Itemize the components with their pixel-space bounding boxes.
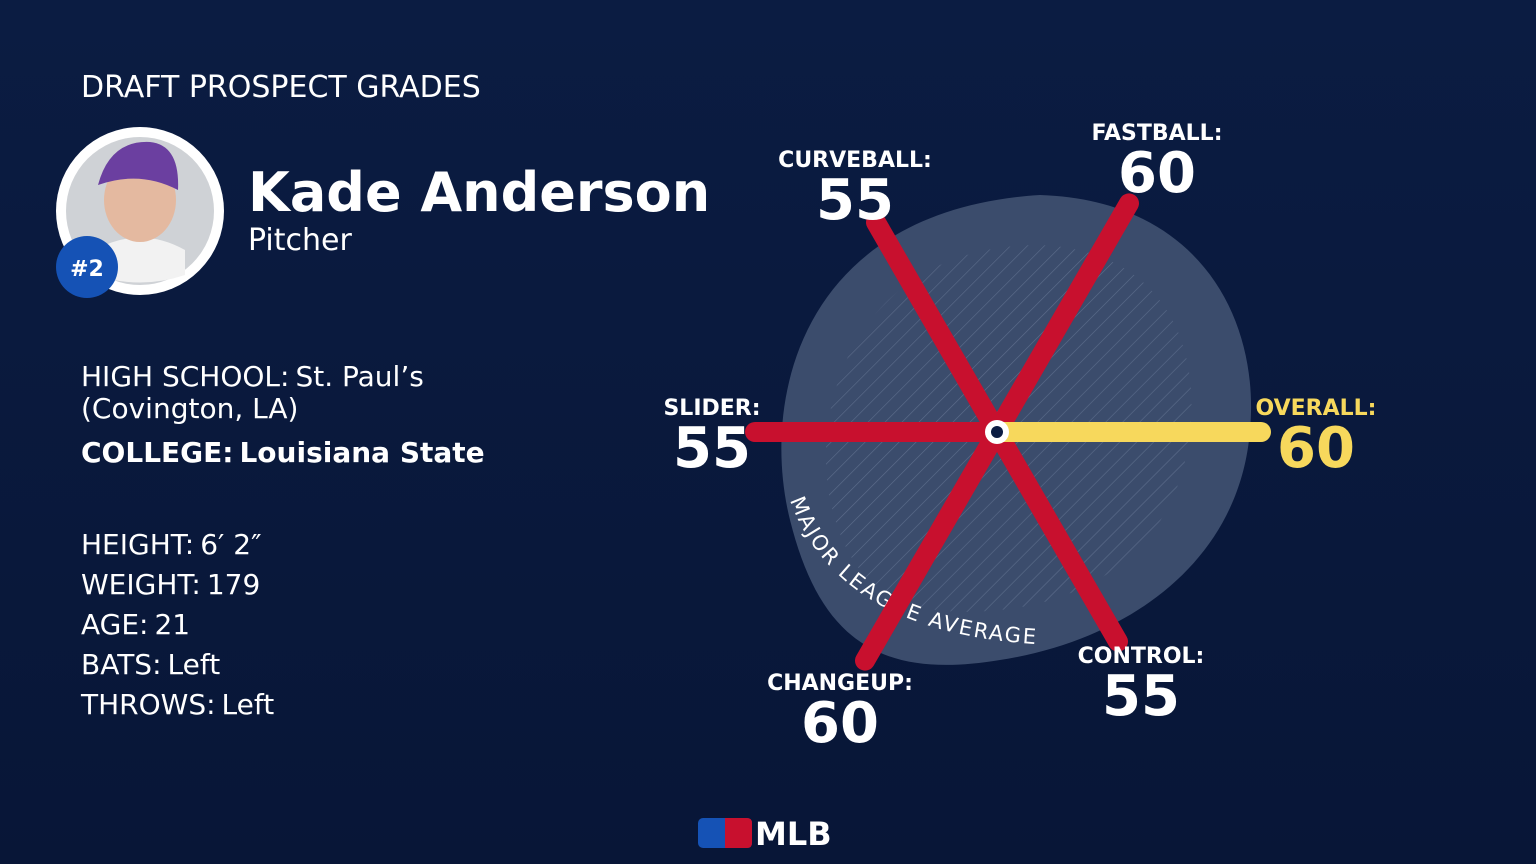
grade-label: SLIDER: bbox=[663, 396, 760, 421]
info-line: THROWS: Left bbox=[80, 688, 274, 721]
info-label: BATS: bbox=[81, 648, 162, 681]
spokes bbox=[745, 193, 1271, 671]
rank-badge bbox=[56, 236, 118, 298]
avatar-cap bbox=[98, 141, 179, 190]
hub-center bbox=[991, 426, 1003, 438]
grade-value: 60 bbox=[1118, 141, 1196, 206]
grade-label: CONTROL: bbox=[1078, 644, 1205, 669]
rank: #2 bbox=[70, 257, 104, 282]
info-label: WEIGHT: bbox=[81, 568, 201, 601]
logo-text: MLB bbox=[755, 815, 832, 853]
info-value-cont: (Covington, LA) bbox=[81, 392, 298, 425]
info-label: AGE: bbox=[81, 608, 148, 641]
grade-value: 55 bbox=[1102, 664, 1180, 729]
grade-value: 55 bbox=[673, 416, 751, 481]
info-line: WEIGHT: 179 bbox=[81, 568, 260, 601]
info-value: Left bbox=[222, 688, 275, 721]
info-label: THROWS: bbox=[80, 688, 216, 721]
player-position: Pitcher bbox=[248, 223, 352, 258]
info-line: HIGH SCHOOL: St. Paul’s bbox=[81, 360, 424, 393]
grade-label: OVERALL: bbox=[1256, 396, 1377, 421]
info: HIGH SCHOOL: St. Paul’s(Covington, LA) COL… bbox=[80, 360, 485, 721]
info-line: COLLEGE: Louisiana State bbox=[81, 436, 485, 469]
grade-label: CURVEBALL: bbox=[778, 148, 932, 173]
grade-spoke bbox=[987, 193, 1139, 442]
grade-spoke bbox=[855, 422, 1007, 671]
grade-value: 60 bbox=[801, 691, 879, 756]
grade-value: 55 bbox=[816, 168, 894, 233]
info-value: St. Paul’s bbox=[295, 360, 423, 393]
info-label: HEIGHT: bbox=[81, 528, 194, 561]
page-title: DRAFT PROSPECT GRADES bbox=[81, 70, 481, 105]
info-value: 6′ 2″ bbox=[200, 528, 261, 561]
info-label: COLLEGE: bbox=[81, 436, 233, 469]
info-line: BATS: Left bbox=[81, 648, 220, 681]
info-value: 21 bbox=[154, 608, 190, 641]
grade-spoke bbox=[987, 422, 1128, 652]
player-name: Kade Anderson bbox=[248, 161, 710, 224]
info-label: HIGH SCHOOL: bbox=[81, 360, 289, 393]
info-value: Louisiana State bbox=[239, 436, 484, 469]
grade-label: CHANGEUP: bbox=[767, 671, 913, 696]
info-value: Left bbox=[168, 648, 221, 681]
grade-value: 60 bbox=[1277, 416, 1355, 481]
info-value: 179 bbox=[207, 568, 260, 601]
info-line: AGE: 21 bbox=[81, 608, 190, 641]
grade-spoke bbox=[866, 212, 1007, 442]
logo-mark-red bbox=[725, 818, 752, 848]
info-line: HEIGHT: 6′ 2″ bbox=[81, 528, 262, 561]
grade-label: FASTBALL: bbox=[1091, 121, 1222, 146]
